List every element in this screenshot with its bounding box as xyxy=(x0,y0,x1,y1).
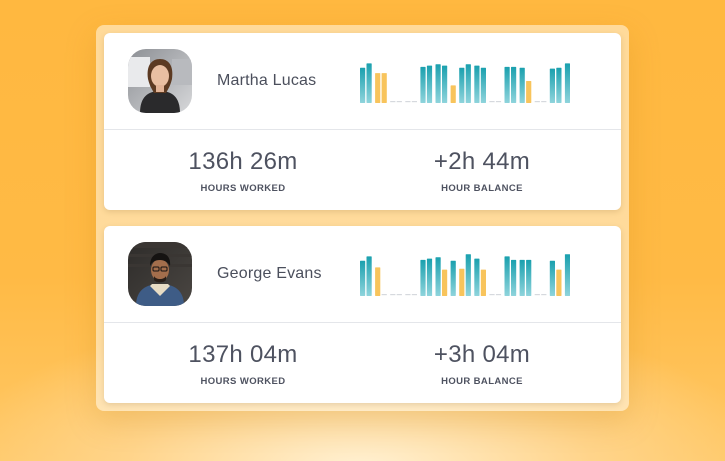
day-bar-work xyxy=(511,259,517,296)
day-bar-work xyxy=(504,256,510,296)
day-bar-extra xyxy=(381,73,387,103)
day-bar-work xyxy=(511,66,517,103)
day-bar-work xyxy=(504,66,510,103)
hour-balance-label: HOUR BALANCE xyxy=(441,376,523,387)
day-bar-extra xyxy=(526,81,532,103)
day-bar-work xyxy=(519,67,525,103)
day-bar-work xyxy=(366,256,372,296)
day-bar-off xyxy=(390,101,396,103)
hours-worked-value: 137h 04m xyxy=(188,341,298,368)
day-bar-work xyxy=(549,260,555,296)
hour-balance-stat: +3h 04m HOUR BALANCE xyxy=(392,340,572,387)
day-bar-work xyxy=(426,258,433,296)
employee-name: George Evans xyxy=(217,265,322,282)
day-bar-work xyxy=(526,259,532,296)
day-bar-work xyxy=(442,65,448,103)
employee-card-martha-lucas[interactable]: Martha Lucas 136h 26m HOURS WORKED +2h 4… xyxy=(104,33,621,210)
day-bar-work xyxy=(366,63,372,103)
day-bar-off xyxy=(396,294,402,296)
day-bar-off xyxy=(390,294,396,296)
day-bar-work xyxy=(459,67,465,103)
day-bar-off xyxy=(489,294,495,296)
day-bar-off xyxy=(534,101,540,103)
employee-name: Martha Lucas xyxy=(217,72,317,89)
day-bar-work xyxy=(465,64,471,103)
avatar xyxy=(128,242,192,306)
day-bar-off xyxy=(495,294,502,296)
day-bar-extra xyxy=(375,267,381,296)
day-bar-work xyxy=(556,67,562,103)
daily-hours-chart xyxy=(360,63,570,103)
day-bar-extra xyxy=(442,269,448,296)
day-bar-work xyxy=(420,259,426,296)
day-bar-off xyxy=(534,294,540,296)
employee-card-header: George Evans xyxy=(104,226,621,322)
day-bar-work xyxy=(474,258,480,296)
day-bar-off xyxy=(381,294,387,296)
day-bar-extra xyxy=(459,268,465,296)
day-bar-work xyxy=(480,67,486,103)
day-bar-off xyxy=(541,294,547,296)
hours-worked-stat: 137h 04m HOURS WORKED xyxy=(153,340,333,387)
day-bar-work xyxy=(474,65,480,103)
day-bar-off xyxy=(495,101,502,103)
day-bar-work xyxy=(360,260,366,296)
hour-balance-label: HOUR BALANCE xyxy=(441,183,523,194)
hour-balance-value: +3h 04m xyxy=(433,341,531,368)
day-bar-work xyxy=(465,254,471,296)
day-bar-work xyxy=(420,66,426,103)
day-bar-work xyxy=(549,68,555,103)
hour-balance-stat: +2h 44m HOUR BALANCE xyxy=(392,147,572,194)
day-bar-work xyxy=(360,67,366,103)
day-bar-work xyxy=(519,259,525,296)
day-bar-work xyxy=(426,65,433,103)
daily-hours-chart xyxy=(360,254,570,296)
day-bar-work xyxy=(435,257,441,296)
employee-card-header: Martha Lucas xyxy=(104,33,621,129)
day-bar-extra xyxy=(556,269,562,296)
day-bar-work xyxy=(564,63,570,103)
day-bar-off xyxy=(405,101,411,103)
day-bar-off xyxy=(541,101,547,103)
hours-worked-label: HOURS WORKED xyxy=(200,376,286,387)
day-bar-off xyxy=(411,101,417,103)
hours-worked-value: 136h 26m xyxy=(188,148,298,175)
employee-card-george-evans[interactable]: George Evans 137h 04m HOURS WORKED +3h 0… xyxy=(104,226,621,403)
hours-worked-stat: 136h 26m HOURS WORKED xyxy=(153,147,333,194)
day-bar-work xyxy=(564,254,570,296)
day-bar-off xyxy=(396,101,402,103)
day-bar-extra xyxy=(375,73,381,103)
day-bar-work xyxy=(435,64,441,103)
divider xyxy=(104,129,621,130)
day-bar-off xyxy=(405,294,411,296)
day-bar-extra xyxy=(450,85,456,103)
hours-worked-label: HOURS WORKED xyxy=(200,183,286,194)
avatar xyxy=(128,49,192,113)
divider xyxy=(104,322,621,323)
day-bar-off xyxy=(411,294,417,296)
day-bar-extra xyxy=(480,269,486,296)
hour-balance-value: +2h 44m xyxy=(433,148,531,175)
day-bar-work xyxy=(450,260,456,296)
day-bar-off xyxy=(489,101,495,103)
